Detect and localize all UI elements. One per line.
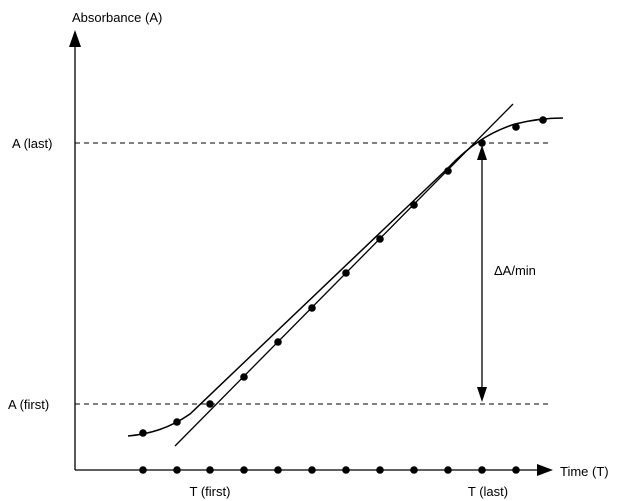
time-point <box>376 466 384 474</box>
data-point <box>478 139 486 147</box>
data-point <box>240 373 248 381</box>
t-first-label: T (first) <box>190 484 231 499</box>
data-point <box>206 400 214 408</box>
a-last-label: A (last) <box>12 136 52 151</box>
time-point <box>342 466 350 474</box>
time-point <box>206 466 214 474</box>
time-point <box>240 466 248 474</box>
time-axis-points <box>139 466 520 474</box>
time-point <box>410 466 418 474</box>
time-point <box>444 466 452 474</box>
time-point <box>308 466 316 474</box>
y-axis-label: Absorbance (A) <box>72 10 162 25</box>
time-point <box>478 466 486 474</box>
time-point <box>173 466 181 474</box>
absorbance-curve <box>127 117 564 437</box>
curve-data-points <box>139 116 547 437</box>
delta-arrow-bottom-head <box>477 387 487 402</box>
data-point <box>539 116 547 124</box>
t-last-label: T (last) <box>468 484 508 499</box>
data-point <box>173 418 181 426</box>
x-axis-arrowhead <box>537 464 553 476</box>
data-point <box>512 123 520 131</box>
data-point <box>410 201 418 209</box>
time-point <box>512 466 520 474</box>
data-point <box>342 269 350 277</box>
x-axis-label: Time (T) <box>560 464 609 479</box>
data-point <box>444 167 452 175</box>
y-axis-arrowhead <box>69 30 81 47</box>
data-point <box>139 429 147 437</box>
data-point <box>376 235 384 243</box>
delta-a-per-min-label: ΔA/min <box>494 263 536 278</box>
data-point <box>274 338 282 346</box>
data-point <box>308 304 316 312</box>
time-point <box>139 466 147 474</box>
time-point <box>274 466 282 474</box>
delta-arrow-top-head <box>477 145 487 160</box>
a-first-label: A (first) <box>8 397 49 412</box>
